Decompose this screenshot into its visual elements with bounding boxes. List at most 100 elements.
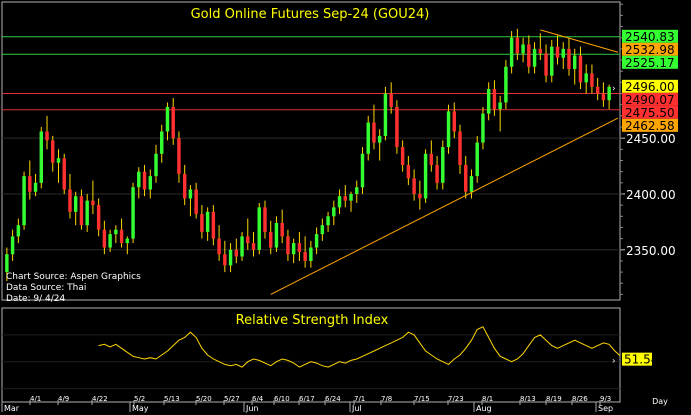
x-tick-label: 6/17 (299, 395, 315, 403)
candle-body (607, 86, 611, 101)
candle-body (217, 238, 221, 255)
candle-body (160, 131, 164, 154)
candle-body (349, 193, 353, 201)
rsi-series (98, 326, 620, 368)
candle-body (595, 86, 600, 94)
candle-body (532, 48, 537, 67)
candle-body (297, 243, 302, 253)
candle-body (234, 249, 239, 257)
candle-body (435, 164, 439, 183)
level-label-text: 2496.00 (625, 80, 675, 94)
rsi-panel (1, 307, 621, 403)
price-axis: 2350.00 2400.00 2450.00 (620, 3, 676, 295)
candle-body (257, 207, 261, 250)
month-label: Jun (245, 404, 259, 413)
x-tick-label: 7/15 (414, 395, 430, 403)
rsi-title: Relative Strength Index (236, 313, 389, 328)
candle-body (527, 44, 531, 67)
candle-body (309, 247, 313, 261)
candle-body (286, 236, 290, 255)
level-label-box (622, 29, 678, 43)
candle-body (280, 222, 284, 237)
candle-body (51, 140, 55, 163)
candle-body (148, 176, 152, 190)
candle-body (125, 238, 130, 244)
candle-body (584, 73, 588, 83)
x-tick-label: 4/22 (92, 395, 108, 403)
rsi-arrow: › (612, 357, 616, 367)
level-label-box (622, 42, 678, 56)
candle-body (469, 176, 474, 192)
candle-body (16, 225, 21, 237)
candle-body (303, 252, 307, 261)
candle-body (251, 243, 256, 250)
candle-body (320, 225, 325, 235)
candle-body (498, 102, 502, 110)
candle-body (452, 111, 456, 132)
candle-body (561, 48, 565, 58)
month-label: Jul (351, 404, 362, 413)
candle-body (62, 158, 66, 190)
candle-body (79, 196, 84, 226)
candle-body (56, 158, 61, 163)
candle-body (441, 147, 445, 183)
candle-body (355, 187, 359, 194)
candle-body (119, 229, 124, 244)
candle-body (205, 211, 210, 232)
candle-body (108, 234, 112, 248)
candle-body (223, 254, 227, 266)
candle-body (429, 153, 434, 165)
candle-body (182, 173, 187, 199)
x-tick-label: 5/2 (134, 395, 145, 403)
level-label-text: 2475.50 (625, 106, 675, 120)
candle-body (39, 131, 44, 183)
candle-body (131, 187, 135, 239)
x-tick-label: 5/20 (196, 395, 212, 403)
candle-body (538, 48, 543, 54)
x-tick-label: 4/1 (30, 395, 41, 403)
candle-body (171, 106, 175, 139)
candle-body (389, 93, 393, 107)
x-tick-label: 4/9 (58, 395, 69, 403)
candle-body (33, 182, 38, 192)
candle-body (418, 193, 422, 199)
candle-body (492, 89, 497, 110)
candle-body (412, 178, 416, 194)
candle-body (601, 93, 606, 101)
candle-body (165, 106, 170, 132)
candle-body (274, 222, 279, 248)
candle-body (211, 211, 216, 239)
level-label-text: 2462.58 (625, 119, 675, 133)
level-label-text: 2490.07 (625, 93, 675, 107)
month-label: May (132, 404, 149, 413)
level-label-text: 2532.98 (625, 43, 675, 57)
x-tick-label: 6/4 (252, 395, 264, 403)
candle-body (91, 200, 95, 206)
candle-body (326, 216, 330, 226)
candle-body (567, 48, 571, 69)
candle-body (509, 37, 514, 67)
level-label-box (622, 118, 678, 132)
candle-body (423, 153, 428, 199)
candle-body (504, 66, 508, 103)
candle-body (332, 207, 336, 217)
candle-body (406, 164, 411, 179)
price-tick-label: 2350.00 (626, 244, 676, 258)
candle-body (154, 153, 158, 177)
candlesticks (5, 28, 611, 282)
candle-body (515, 37, 520, 54)
candle-body (142, 171, 147, 190)
chart-title: Gold Online Futures Sep-24 (GOU24) (191, 7, 430, 22)
candle-body (481, 113, 485, 143)
candle-body (377, 135, 382, 143)
level-label-text: 2525.17 (625, 56, 675, 70)
candle-body (194, 189, 198, 215)
price-tick-label: 2450.00 (626, 132, 676, 146)
x-tick-label: 8/26 (572, 395, 588, 403)
candle-body (486, 89, 491, 114)
candle-body (5, 254, 9, 273)
candle-body (360, 153, 365, 188)
info-line-date: Date: 9/ 4/24 (6, 294, 66, 304)
month-label: Sep (598, 404, 613, 413)
